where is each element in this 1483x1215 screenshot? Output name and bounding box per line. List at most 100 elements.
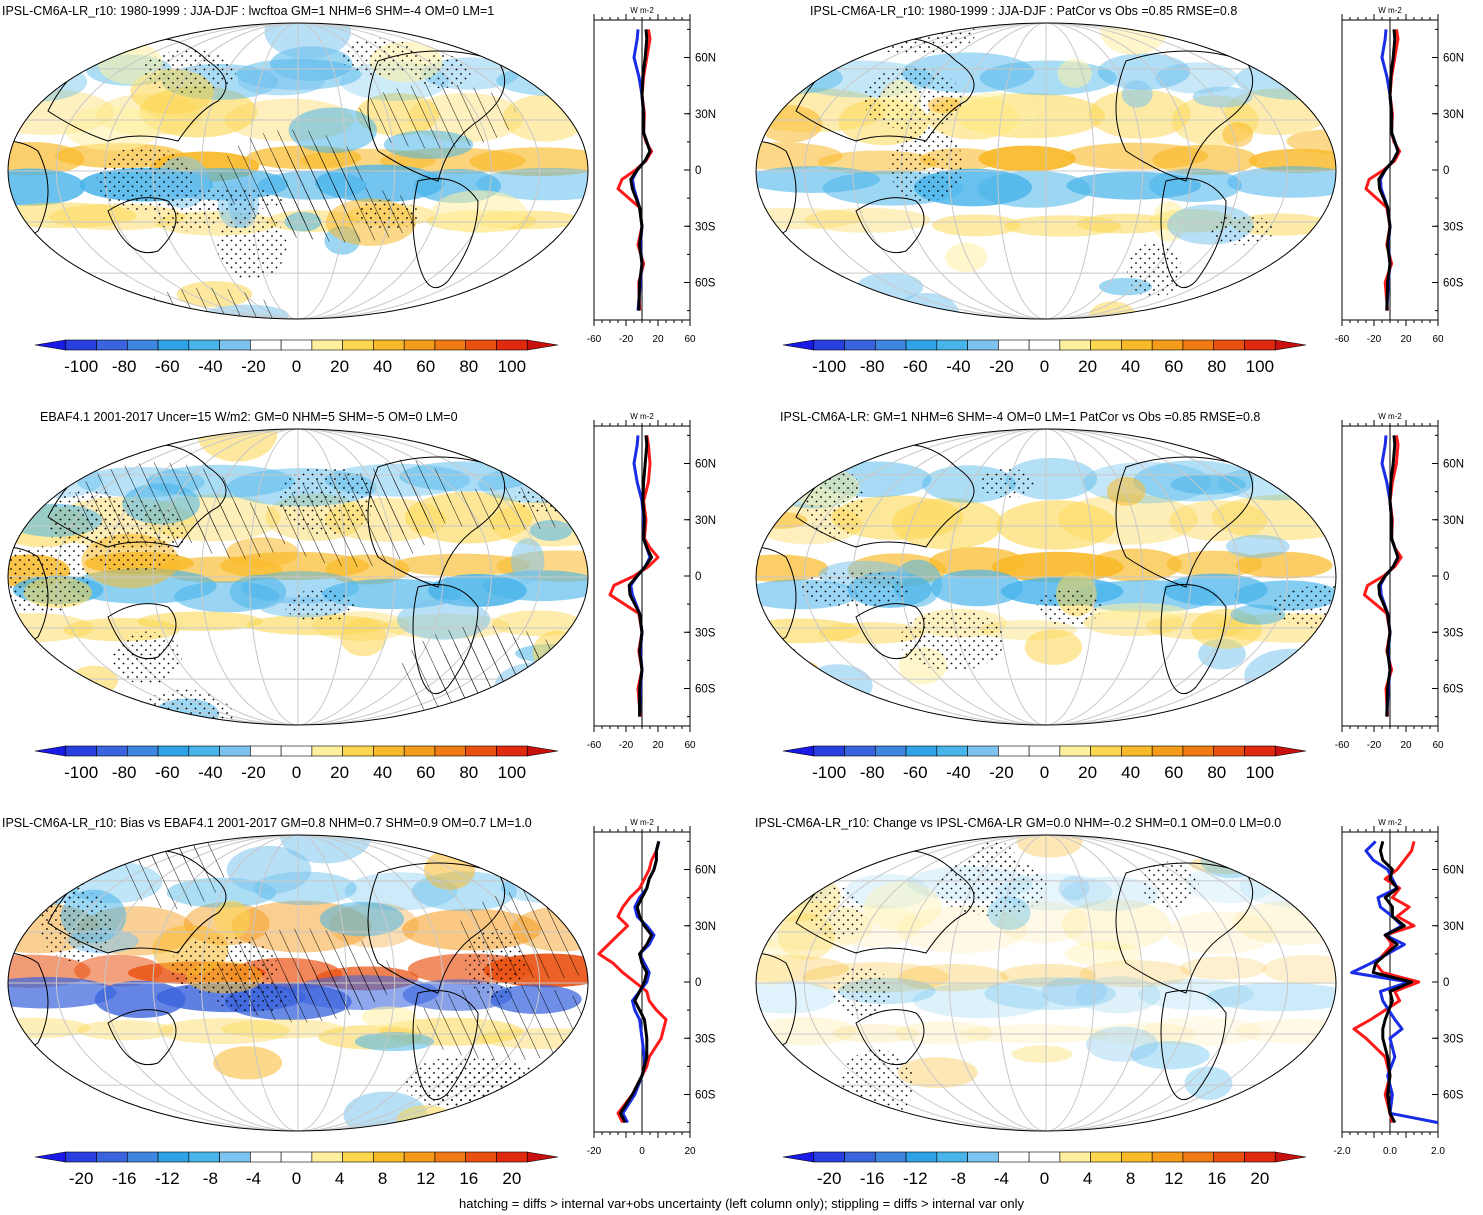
colorbar-cell bbox=[342, 745, 374, 757]
field-patch bbox=[1041, 977, 1108, 1007]
hatching bbox=[356, 83, 517, 149]
colorbar-cell bbox=[219, 1151, 251, 1163]
panel-4: IPSL-CM6A-LR: GM=1 NHM=6 SHM=-4 OM=0 LM=… bbox=[755, 410, 1464, 782]
profile-xtick-label: -20 bbox=[587, 1146, 602, 1157]
field-patch bbox=[394, 553, 530, 577]
stippling bbox=[806, 467, 864, 538]
field-patch bbox=[945, 242, 988, 273]
colorbar-label: -60 bbox=[155, 357, 180, 376]
field-patch bbox=[136, 611, 264, 631]
colorbar-cell bbox=[496, 1151, 528, 1163]
colorbar-cell bbox=[1244, 1151, 1276, 1163]
colorbar: -100 -80 -60 -40 -20 0 20 40 60 80 100 bbox=[782, 339, 1307, 376]
stippling bbox=[979, 468, 1037, 498]
panel-2: IPSL-CM6A-LR_r10: 1980-1999 : JJA-DJF : … bbox=[755, 4, 1464, 376]
profile-xtick-label: -60 bbox=[587, 740, 602, 751]
profile-ylabel: 30S bbox=[1443, 627, 1464, 639]
zonal-profile: -60 -20 20 60 W m-2 60N 30N 0 30S 60S bbox=[587, 412, 716, 751]
profile-xtick-label: 60 bbox=[684, 334, 696, 345]
graticule-lon bbox=[803, 23, 1289, 319]
colorbar-cell bbox=[157, 1151, 190, 1163]
colorbar-cell bbox=[126, 1151, 159, 1163]
field-patch bbox=[237, 67, 325, 96]
colorbar-cell bbox=[1059, 339, 1091, 351]
field-patch bbox=[756, 247, 805, 299]
colorbar-cell bbox=[280, 1151, 313, 1163]
field-patch bbox=[424, 850, 476, 890]
colorbar-cell bbox=[65, 1151, 97, 1163]
field-patch bbox=[1088, 301, 1138, 319]
colorbar-label: -60 bbox=[903, 357, 928, 376]
map bbox=[756, 429, 1336, 725]
colorbar-cell bbox=[280, 339, 313, 351]
colorbar-label: -80 bbox=[112, 763, 137, 782]
field-patch bbox=[1166, 911, 1277, 955]
colorbar-cell bbox=[998, 339, 1030, 351]
hatching bbox=[440, 286, 573, 319]
profile-ylabel: 60S bbox=[695, 1090, 716, 1102]
field-patch bbox=[756, 980, 837, 1014]
field-patch bbox=[1086, 1026, 1159, 1062]
stippling bbox=[8, 839, 86, 909]
colorbar-cell bbox=[434, 339, 467, 351]
stippling bbox=[832, 965, 892, 1018]
colorbar: -100 -80 -60 -40 -20 0 20 40 60 80 100 bbox=[782, 745, 1307, 782]
colorbar-label: -20 bbox=[241, 357, 266, 376]
field-patch bbox=[897, 963, 1008, 992]
stippling bbox=[1142, 861, 1199, 908]
graticule-lon bbox=[104, 429, 492, 725]
colorbar-cell bbox=[403, 1151, 436, 1163]
colorbar-cell bbox=[219, 339, 251, 351]
colorbar-cell bbox=[905, 745, 938, 757]
stippling bbox=[217, 211, 287, 280]
field-patch bbox=[1244, 648, 1336, 704]
colorbar-cell bbox=[96, 1151, 128, 1163]
field-patch bbox=[1057, 494, 1199, 545]
profile-ylabel: 0 bbox=[695, 571, 701, 583]
field-patch bbox=[756, 142, 843, 170]
field-patch bbox=[757, 105, 823, 143]
coastline bbox=[107, 1009, 177, 1065]
graticule-lon bbox=[200, 429, 396, 725]
colorbar-label: -12 bbox=[155, 1169, 180, 1188]
colorbar-cell bbox=[126, 339, 159, 351]
colorbar-label: 80 bbox=[1207, 763, 1226, 782]
field-patch bbox=[977, 170, 1091, 208]
field-patch bbox=[930, 569, 1024, 607]
field-patch bbox=[1057, 59, 1092, 88]
field-patch bbox=[469, 147, 588, 177]
zonal-profile: -60 -20 20 60 W m-2 60N 30N 0 30S 60S bbox=[587, 6, 716, 345]
graticule-lon bbox=[900, 835, 1192, 1131]
field-patch bbox=[1222, 122, 1254, 147]
colorbar-cell bbox=[1213, 745, 1245, 757]
coastline bbox=[855, 197, 925, 253]
graticule-lon bbox=[55, 23, 541, 319]
colorbar-cell bbox=[1274, 1151, 1307, 1163]
stippling bbox=[1264, 267, 1336, 319]
profile-line-blue bbox=[1350, 840, 1439, 1125]
stippling bbox=[112, 631, 182, 685]
field-patch bbox=[1088, 89, 1191, 139]
field-patch bbox=[756, 939, 802, 986]
profile-ylabel: 0 bbox=[695, 165, 701, 177]
colorbar-cell bbox=[1182, 745, 1215, 757]
colorbar-cell bbox=[1151, 339, 1184, 351]
colorbar-label: -4 bbox=[994, 1169, 1009, 1188]
colorbar-label: -20 bbox=[69, 1169, 94, 1188]
field-patch bbox=[340, 618, 387, 657]
field-patch bbox=[803, 664, 873, 707]
field-patch bbox=[90, 1108, 130, 1131]
field-patch bbox=[1077, 213, 1172, 234]
profile-line-black bbox=[1371, 841, 1414, 1124]
graticule-lon bbox=[948, 429, 1144, 725]
colorbar-label: -40 bbox=[946, 763, 971, 782]
profile-unit: W m-2 bbox=[630, 818, 654, 827]
colorbar-cell bbox=[782, 745, 815, 757]
colorbar-cell bbox=[1151, 745, 1184, 757]
coastline bbox=[412, 178, 479, 289]
profile-unit: W m-2 bbox=[1378, 412, 1402, 421]
colorbar-cell bbox=[403, 339, 436, 351]
colorbar-label: 20 bbox=[330, 357, 349, 376]
stippling bbox=[39, 889, 112, 962]
profile-ylabel: 60S bbox=[695, 684, 716, 696]
